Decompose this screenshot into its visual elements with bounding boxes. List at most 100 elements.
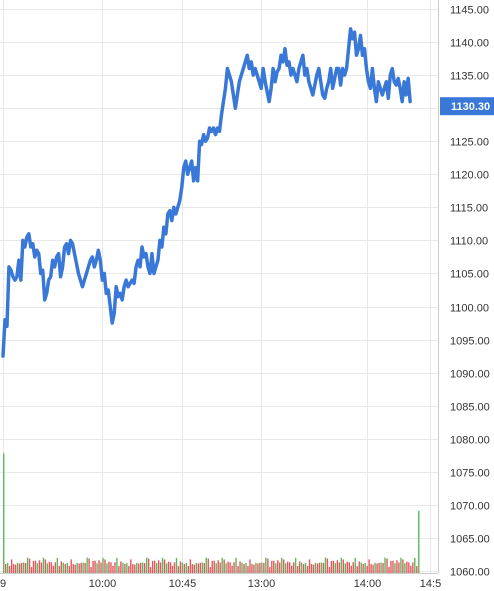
volume-bar — [342, 559, 345, 573]
volume-bar — [8, 566, 11, 573]
volume-bar — [126, 562, 128, 573]
volume-bar — [114, 562, 116, 573]
volume-bar — [165, 563, 168, 573]
volume-bar — [122, 562, 124, 573]
volume-bar — [378, 562, 380, 573]
volume-bar — [247, 566, 249, 573]
volume-bar — [124, 564, 126, 573]
volume-bar — [292, 562, 295, 573]
y-tick-label: 1110.00 — [450, 236, 488, 248]
volume-bar — [312, 564, 315, 573]
volume-bar — [316, 563, 319, 573]
volume-bar — [68, 566, 70, 573]
volume-bar — [199, 562, 202, 573]
volume-bar — [310, 564, 313, 573]
y-tick-label: 1080.00 — [450, 435, 490, 447]
volume-bar — [352, 562, 354, 573]
volume-bar — [414, 557, 416, 573]
volume-bar — [193, 564, 196, 573]
volume-bar — [275, 563, 277, 573]
volume-bar — [140, 562, 142, 573]
volume-bar — [136, 562, 138, 573]
volume-layer — [3, 453, 420, 573]
volume-bar — [189, 559, 192, 573]
volume-bar — [288, 562, 291, 573]
y-tick-label: 1145.00 — [450, 5, 489, 17]
volume-bar — [72, 564, 74, 573]
volume-bar — [277, 560, 279, 573]
volume-bar — [24, 562, 27, 573]
y-tick-label: 1090.00 — [450, 369, 490, 381]
volume-bar — [86, 557, 88, 573]
volume-bar — [153, 560, 156, 573]
volume-bar — [90, 567, 92, 573]
volume-bar — [52, 565, 55, 573]
volume-bar — [157, 560, 160, 573]
volume-bar — [239, 561, 241, 573]
y-tick-label: 1060.00 — [450, 567, 490, 579]
x-tick-label: 10:45 — [169, 578, 197, 590]
volume-bar — [290, 565, 293, 573]
volume-bar — [60, 561, 62, 573]
volume-bar — [48, 561, 51, 573]
x-tick-label: 14:00 — [354, 578, 382, 590]
volume-bar — [181, 562, 184, 573]
volume-bar — [144, 562, 146, 573]
y-tick-label: 1070.00 — [450, 501, 490, 513]
volume-bar — [294, 557, 297, 573]
volume-bar — [203, 562, 205, 573]
volume-bar — [78, 563, 80, 573]
volume-bar — [56, 557, 59, 573]
volume-bar — [175, 557, 178, 573]
volume-bar — [209, 567, 211, 573]
volume-bar — [338, 562, 341, 573]
volume-bar — [410, 565, 412, 573]
volume-bar — [145, 557, 148, 573]
volume-bar — [116, 557, 118, 573]
volume-bar — [96, 563, 98, 573]
volume-bar — [287, 561, 289, 573]
volume-bar — [104, 559, 106, 573]
volume-bar — [400, 557, 402, 573]
volume-bar — [336, 560, 339, 573]
volume-bar — [163, 559, 166, 573]
volume-bar — [74, 564, 76, 573]
volume-bar — [64, 564, 66, 573]
volume-bar — [382, 562, 384, 573]
volume-bar — [171, 565, 174, 573]
volume-bar — [233, 562, 235, 573]
volume-bar — [3, 453, 5, 573]
volume-bar — [88, 558, 90, 573]
volume-bar — [70, 559, 72, 573]
volume-bar — [197, 563, 200, 573]
volume-bar — [235, 557, 237, 573]
volume-bar — [132, 564, 134, 573]
volume-bar — [257, 563, 259, 573]
volume-bar — [82, 562, 84, 573]
volume-bar — [398, 562, 400, 573]
volume-bar — [134, 564, 136, 573]
volume-bar — [92, 560, 94, 573]
volume-bar — [392, 560, 394, 573]
volume-bar — [28, 558, 31, 573]
volume-bar — [386, 558, 388, 573]
volume-bar — [412, 562, 414, 573]
volume-bar — [22, 562, 25, 573]
y-tick-label: 1100.00 — [450, 303, 489, 315]
volume-bar — [334, 563, 337, 573]
volume-bar — [326, 558, 329, 573]
volume-bar — [130, 559, 132, 573]
volume-bar — [304, 562, 307, 573]
volume-bar — [211, 560, 213, 573]
volume-bar — [255, 562, 257, 573]
volume-bar — [76, 562, 78, 573]
volume-bar — [346, 561, 348, 573]
volume-bar — [360, 562, 362, 573]
volume-bar — [253, 564, 255, 573]
volume-bar — [98, 560, 100, 573]
volume-bar — [314, 562, 317, 573]
y-tick-label: 1105.00 — [450, 269, 489, 281]
volume-bar — [328, 567, 331, 573]
volume-bar — [322, 562, 325, 573]
